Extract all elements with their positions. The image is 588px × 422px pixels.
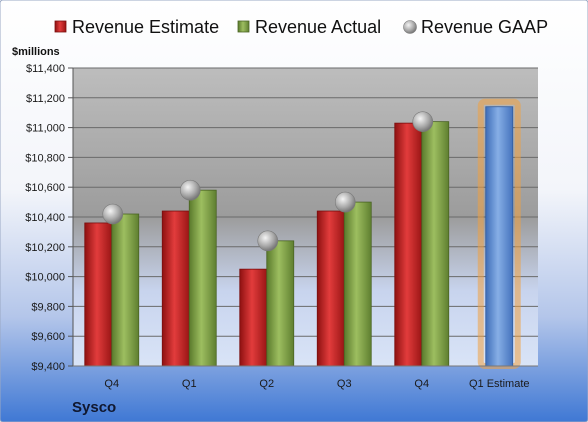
legend-swatch	[54, 20, 67, 33]
bar-revenue-estimate	[394, 122, 423, 367]
legend-label: Revenue Actual	[255, 17, 381, 37]
gaap-marker	[179, 179, 201, 201]
y-tick-label: $10,800	[25, 152, 65, 164]
bar-revenue-actual	[111, 213, 140, 367]
legend-swatch	[237, 20, 250, 33]
y-axis-unit-label: $millions	[12, 46, 60, 58]
y-tick-label: $9,800	[31, 301, 65, 313]
bar-revenue-actual	[266, 240, 295, 367]
y-tick-label: $9,600	[31, 331, 65, 343]
gaap-marker	[257, 230, 279, 252]
y-tick-label: $11,200	[26, 93, 65, 105]
legend-label: Revenue GAAP	[421, 17, 548, 37]
bar-revenue-actual	[188, 189, 217, 367]
y-tick-label: $11,000	[26, 123, 65, 135]
bars	[84, 98, 521, 370]
legend-label: Revenue Estimate	[72, 17, 219, 37]
gaap-markers	[102, 111, 434, 252]
bar-revenue-estimate	[316, 210, 345, 367]
bar-forecast	[485, 106, 514, 367]
bar-revenue-actual	[421, 121, 450, 367]
bar-revenue-estimate	[84, 222, 113, 367]
y-axis-ticks: $9,400 $9,600 $9,800 $10,000 $10,200 $10,400 $…	[25, 63, 74, 373]
legend-swatch	[403, 20, 417, 34]
y-tick-label: $9,400	[31, 361, 65, 373]
x-tick-label: Q1 Estimate	[469, 378, 530, 390]
gaap-marker	[412, 111, 434, 132]
gaap-marker	[334, 191, 356, 213]
x-tick-label: Q3	[337, 378, 352, 390]
y-tick-label: $10,600	[25, 182, 65, 194]
bar-revenue-estimate	[161, 210, 190, 367]
x-tick-label: Q4	[104, 378, 119, 390]
y-tick-label: $11,400	[26, 63, 65, 75]
bar-revenue-actual	[343, 201, 372, 367]
y-tick-label: $10,200	[25, 242, 65, 254]
y-tick-label: $10,000	[25, 272, 65, 284]
x-tick-label: Q4	[414, 378, 429, 390]
x-tick-label: Q1	[182, 378, 197, 390]
y-tick-label: $10,400	[25, 212, 65, 224]
x-tick-label: Q2	[259, 378, 274, 390]
legend: Revenue Estimate Revenue Actual Revenue GA…	[54, 17, 548, 37]
company-label: Sysco	[72, 399, 116, 416]
x-axis-ticks: Q4 Q1 Q2 Q3 Q4 Q1 Estimate	[73, 365, 538, 390]
gaap-marker	[102, 203, 124, 225]
bar-revenue-estimate	[239, 268, 268, 367]
